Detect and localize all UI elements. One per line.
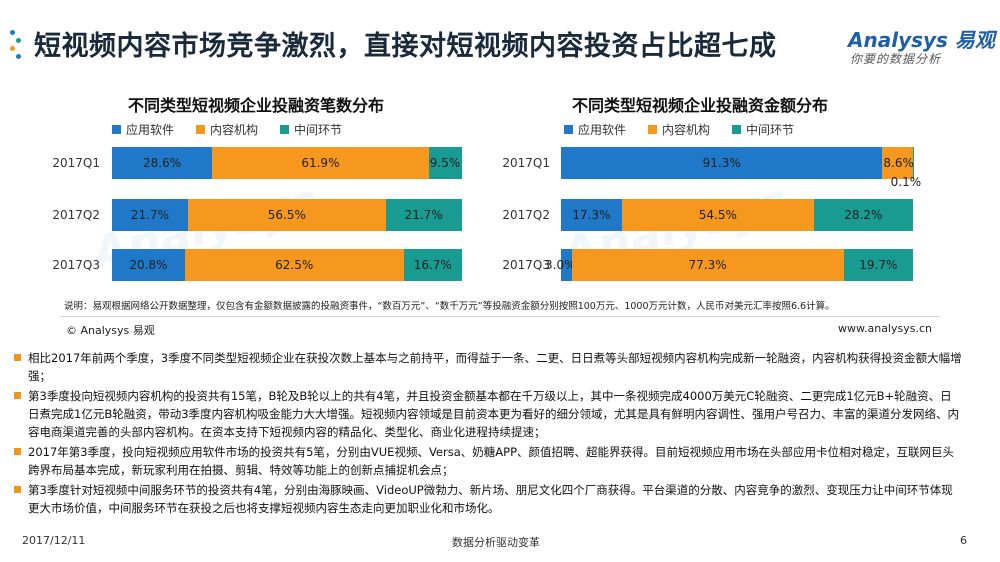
category-label: 2017Q2	[502, 208, 550, 222]
data-label: 61.9%	[301, 156, 340, 170]
legend-label: 内容机构	[662, 123, 711, 137]
bullet-item: 第3季度针对短视频中间服务环节的投资共有4笔，分别由海豚映画、VideoUP微勃…	[12, 481, 962, 517]
bar-segment	[187, 199, 386, 231]
chart-legend-count: 应用软件 内容机构 中间环节	[112, 121, 342, 138]
legend-item-middle: 中间环节	[280, 121, 342, 138]
bar-segment	[403, 249, 462, 281]
bullet-marker	[14, 392, 21, 399]
logo-brand-text: Analysys 易观	[848, 28, 995, 52]
category-label: 2017Q3	[502, 258, 550, 272]
bullet-item: 相比2017年前两个季度，3季度不同类型短视频企业在获投次数上基本与之前持平，而…	[12, 349, 962, 385]
bar-segment	[843, 249, 913, 281]
category-label: 2017Q3	[52, 258, 100, 272]
data-label: 62.5%	[275, 258, 314, 272]
legend-item-app: 应用软件	[112, 121, 174, 138]
bar-segment	[112, 147, 213, 179]
bullet-text: 第3季度针对短视频中间服务环节的投资共有4笔，分别由海豚映画、VideoUP微勃…	[28, 483, 953, 515]
legend-swatch	[196, 125, 206, 134]
bullet-marker	[14, 486, 21, 493]
legend-swatch	[280, 125, 290, 134]
data-label: 0.1%	[890, 175, 922, 189]
data-label: 16.7%	[413, 258, 452, 272]
logo-tagline: 你要的数据分析	[850, 52, 942, 66]
data-label: 56.5%	[267, 208, 306, 222]
chart-legend-amount: 应用软件 内容机构 中间环节	[564, 121, 794, 138]
analysis-bullets: 相比2017年前两个季度，3季度不同类型短视频企业在获投次数上基本与之前持平，而…	[12, 349, 962, 519]
bar-segment	[561, 147, 883, 179]
page-title: 短视频内容市场竞争激烈，直接对短视频内容投资占比超七成	[34, 31, 777, 62]
page-number: 6	[960, 534, 967, 547]
footer-slogan: 数据分析驱动变革	[452, 536, 540, 549]
data-label: 28.6%	[142, 156, 182, 170]
bar-segment	[112, 249, 185, 281]
legend-item-content: 内容机构	[196, 121, 258, 138]
bar-segment	[621, 199, 814, 231]
legend-label: 中间环节	[746, 123, 795, 137]
bar-segment	[428, 147, 462, 179]
legend-label: 应用软件	[578, 123, 627, 137]
data-label: 17.3%	[572, 208, 611, 222]
data-label: 3.0%	[545, 258, 576, 272]
bar-segment	[912, 147, 914, 179]
bar-segment	[112, 199, 188, 231]
bar-segment	[385, 199, 462, 231]
data-label: 9.5%	[429, 156, 461, 170]
bullet-marker	[14, 448, 21, 455]
analysys-logo: Analysys 易观 你要的数据分析	[848, 22, 995, 72]
legend-item-middle: 中间环节	[732, 121, 794, 138]
data-label: 20.8%	[129, 258, 168, 272]
bullet-item: 第3季度投向短视频内容机构的投资共有15笔，B轮及B轮以上的共有4笔，并且投资金…	[12, 387, 962, 441]
chart-note: 说明：易观根据网络公开数据整理，仅包含有金额数据披露的投融资事件，“数百万元”、…	[64, 301, 835, 312]
divider	[60, 316, 940, 317]
bullet-text: 2017年第3季度，投向短视频应用软件市场的投资共有5笔，分别由VUE视频、Ve…	[28, 445, 954, 477]
bar-segment	[571, 249, 844, 281]
legend-label: 中间环节	[294, 123, 343, 137]
legend-swatch	[732, 125, 742, 134]
bar-segment	[561, 199, 622, 231]
category-label: 2017Q2	[52, 208, 100, 222]
bullet-text: 相比2017年前两个季度，3季度不同类型短视频企业在获投次数上基本与之前持平，而…	[28, 351, 962, 383]
data-label: 77.3%	[688, 258, 727, 272]
legend-label: 应用软件	[126, 123, 175, 137]
data-label: 21.7%	[130, 208, 170, 222]
bullet-marker	[14, 354, 21, 361]
chart-title-count: 不同类型短视频企业投融资笔数分布	[128, 96, 385, 115]
data-label: 19.7%	[859, 258, 898, 272]
copyright-text: © Analysys 易观	[66, 324, 155, 337]
legend-item-app: 应用软件	[564, 121, 626, 138]
data-label: 91.3%	[702, 156, 741, 170]
legend-swatch	[564, 125, 573, 134]
bar-segment	[184, 249, 404, 281]
bullet-text: 第3季度投向短视频内容机构的投资共有15笔，B轮及B轮以上的共有4笔，并且投资金…	[28, 389, 960, 439]
data-label: 54.5%	[698, 208, 737, 222]
legend-swatch	[648, 125, 658, 134]
website-link[interactable]: www.analysys.cn	[838, 322, 932, 335]
chart-title-amount: 不同类型短视频企业投融资金额分布	[572, 96, 829, 115]
data-label: 28.2%	[844, 208, 883, 222]
category-label: 2017Q1	[52, 156, 100, 170]
title-decoration	[10, 26, 24, 66]
category-label: 2017Q1	[502, 156, 550, 170]
bullet-item: 2017年第3季度，投向短视频应用软件市场的投资共有5笔，分别由VUE视频、Ve…	[12, 443, 962, 479]
legend-item-content: 内容机构	[648, 121, 710, 138]
data-label: 8.6%	[883, 156, 914, 170]
footer-date: 2017/12/11	[22, 534, 86, 547]
bar-segment	[882, 147, 913, 179]
bar-segment	[813, 199, 913, 231]
legend-label: 内容机构	[210, 123, 259, 137]
bar-segment	[561, 249, 572, 281]
legend-swatch	[112, 125, 121, 134]
bar-segment	[212, 147, 429, 179]
data-label: 21.7%	[404, 208, 443, 222]
